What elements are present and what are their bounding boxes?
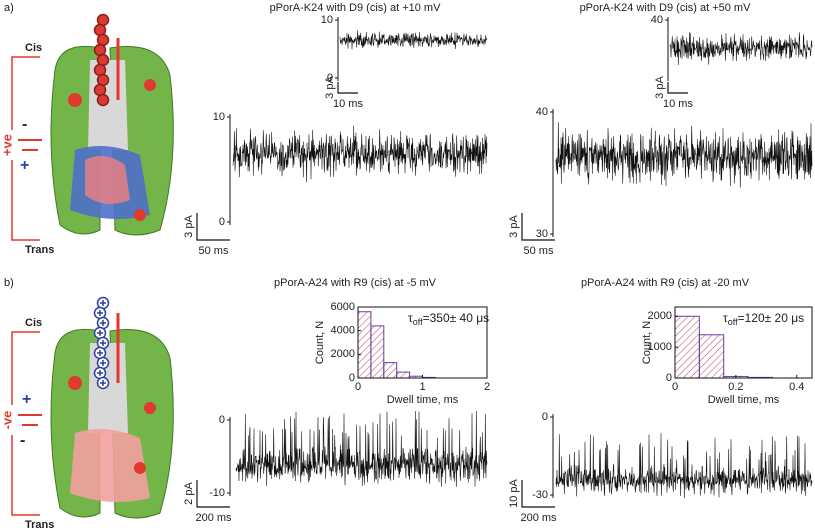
y-axis-label: Count, N bbox=[641, 321, 653, 364]
tau-tau-symbol: τ bbox=[723, 311, 728, 325]
scale-bar bbox=[196, 480, 230, 508]
histogram-bar bbox=[396, 371, 411, 379]
y-tick-label: 0 bbox=[349, 372, 355, 384]
tau-tau-text: =350± 40 μs bbox=[423, 311, 490, 325]
current-trace bbox=[339, 30, 488, 50]
y-tick-label: 30 bbox=[536, 228, 548, 240]
x-axis-label: Dwell time, ms bbox=[708, 394, 780, 406]
y-scale-label: 3 pA bbox=[324, 76, 336, 99]
x-axis-label: Dwell time, ms bbox=[387, 394, 459, 406]
x-scale-label: 200 ms bbox=[195, 512, 232, 524]
scale-bar bbox=[667, 82, 688, 94]
sign: + bbox=[20, 157, 29, 174]
sign: + bbox=[22, 391, 31, 408]
y-tick-label: 0 bbox=[219, 414, 225, 426]
tau-annotation: τoff=120± 20 μs bbox=[723, 311, 804, 327]
current-trace bbox=[555, 122, 813, 188]
trans-label: Trans bbox=[25, 519, 54, 531]
polarity-label: +ve bbox=[0, 134, 14, 156]
y-tick-label: 2000 bbox=[648, 310, 672, 322]
y-tick-label: 0 bbox=[219, 216, 225, 228]
pore-illustration bbox=[50, 313, 174, 519]
current-trace bbox=[232, 125, 488, 183]
x-scale-label: 200 ms bbox=[520, 512, 557, 524]
trace-title: pPorA-A24 with R9 (cis) at -5 mV bbox=[274, 277, 437, 289]
x-scale-label: 10 ms bbox=[663, 98, 693, 110]
y-tick-label: 40 bbox=[651, 14, 663, 26]
trace-title: pPorA-A24 with R9 (cis) at -20 mV bbox=[581, 277, 750, 289]
tau-annotation: τoff=350± 40 μs bbox=[408, 311, 489, 327]
scale-bar bbox=[521, 213, 555, 241]
y-tick-label: 6000 bbox=[331, 301, 355, 313]
histogram-bar bbox=[674, 315, 700, 379]
trace-title: pPorA-K24 with D9 (cis) at +10 mV bbox=[270, 2, 442, 14]
y-tick-label: 1000 bbox=[648, 341, 672, 353]
x-scale-label: 10 ms bbox=[333, 98, 363, 110]
x-tick-label: 0 bbox=[672, 381, 678, 393]
plot-frame bbox=[674, 306, 813, 379]
x-scale-label: 50 ms bbox=[199, 245, 229, 257]
tau-tau-sub: off bbox=[728, 317, 738, 327]
x-tick-label: 2 bbox=[484, 381, 490, 393]
y-tick-label: 0 bbox=[327, 72, 333, 84]
scale-bar bbox=[521, 480, 555, 508]
circuit bbox=[11, 56, 40, 241]
x-tick-label: 0.4 bbox=[789, 381, 804, 393]
battery-gap bbox=[9, 405, 16, 435]
x-scale-label: 50 ms bbox=[524, 245, 554, 257]
current-trace bbox=[235, 410, 488, 487]
y-tick-label: 0 bbox=[666, 372, 672, 384]
cis-label: Cis bbox=[25, 42, 42, 54]
x-tick-label: 1 bbox=[419, 381, 425, 393]
x-tick-label: 0 bbox=[355, 381, 361, 393]
current-trace bbox=[555, 433, 813, 499]
y-axis-label: Count, N bbox=[314, 321, 326, 364]
tau-tau-text: =120± 20 μs bbox=[738, 311, 805, 325]
y-scale-label: 3 pA bbox=[508, 215, 520, 238]
polarity-label: -ve bbox=[0, 411, 14, 430]
panel-label: b) bbox=[4, 277, 14, 289]
histogram-bar bbox=[383, 362, 398, 379]
battery-gap bbox=[9, 130, 16, 160]
y-scale-label: 3 pA bbox=[183, 215, 195, 238]
tau-tau-sub: off bbox=[413, 317, 423, 327]
histogram-bar bbox=[370, 325, 385, 379]
x-tick-label: 0.2 bbox=[728, 381, 743, 393]
y-tick-label: 2000 bbox=[331, 348, 355, 360]
sign: - bbox=[22, 116, 27, 133]
y-scale-label: 10 pA bbox=[508, 478, 520, 507]
tau-tau-symbol: τ bbox=[408, 311, 413, 325]
pore-illustration bbox=[50, 38, 174, 236]
y-tick-label: -30 bbox=[532, 489, 548, 501]
y-tick-label: 10 bbox=[213, 111, 225, 123]
current-trace bbox=[669, 32, 813, 65]
y-tick-label: 40 bbox=[536, 106, 548, 118]
peptide-chain bbox=[93, 13, 110, 107]
trans-label: Trans bbox=[25, 244, 54, 256]
histogram-bar bbox=[698, 334, 725, 379]
scale-bar bbox=[196, 213, 230, 241]
y-tick-label: 4000 bbox=[331, 325, 355, 337]
y-scale-label: 3 pA bbox=[654, 76, 666, 99]
panel-label: a) bbox=[4, 2, 14, 14]
trace-title: pPorA-K24 with D9 (cis) at +50 mV bbox=[580, 2, 752, 14]
y-tick-label: -10 bbox=[209, 487, 225, 499]
cis-label: Cis bbox=[25, 317, 42, 329]
sign: - bbox=[20, 432, 25, 449]
peptide-chain bbox=[93, 296, 110, 390]
scale-bar bbox=[337, 82, 358, 94]
y-scale-label: 2 pA bbox=[183, 482, 195, 505]
y-tick-label: 10 bbox=[321, 14, 333, 26]
histogram-bar bbox=[357, 311, 372, 379]
circuit bbox=[11, 331, 40, 516]
y-tick-label: 0 bbox=[542, 411, 548, 423]
